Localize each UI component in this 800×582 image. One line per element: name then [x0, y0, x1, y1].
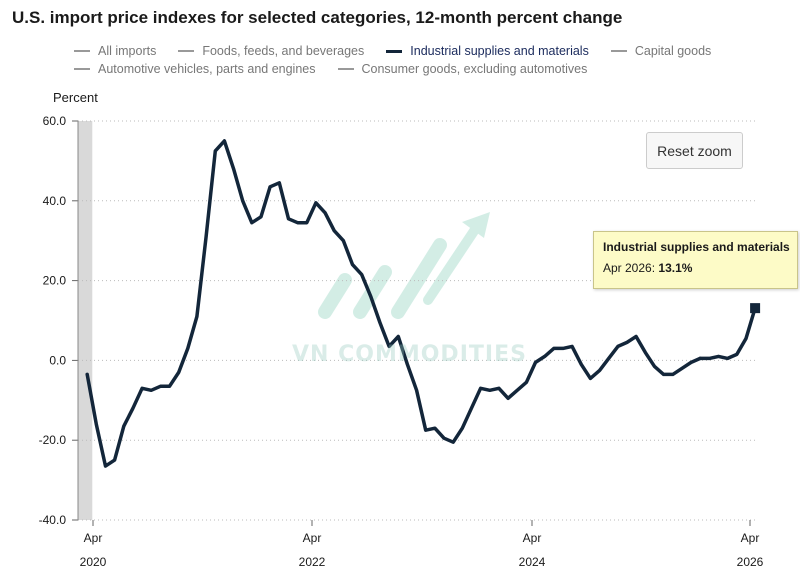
legend-swatch: [386, 49, 403, 53]
legend-label: Capital goods: [634, 44, 712, 58]
x-tick-month: Apr: [84, 531, 103, 545]
y-tick-label: -40.0: [39, 513, 67, 527]
legend-label: Automotive vehicles, parts and engines: [98, 62, 316, 76]
tooltip-value: 13.1%: [658, 261, 693, 275]
legend-item-all-imports[interactable]: All imports: [74, 44, 156, 58]
x-tick-month: Apr: [303, 531, 322, 545]
x-tick-year: 2024: [519, 555, 546, 569]
watermark-logo: [318, 212, 490, 319]
tooltip-label: Apr 2026:: [603, 261, 656, 275]
legend-label: Industrial supplies and materials: [410, 44, 589, 58]
legend-swatch: [178, 50, 195, 52]
recession-shading: [78, 121, 93, 520]
series-line-segment: [85, 139, 702, 468]
watermark-text: VN COMMODITIES: [292, 342, 527, 367]
legend: All imports Foods, feeds, and beverages …: [74, 42, 754, 78]
legend-item-automotive[interactable]: Automotive vehicles, parts and engines: [74, 62, 316, 76]
axes: 60.0 40.0 20.0 0.0 -20.0 -40.0 Apr 2020 Apr 2022 A…: [39, 114, 764, 569]
y-tick-label: 40.0: [43, 194, 67, 208]
x-tick-month: Apr: [523, 531, 542, 545]
legend-swatch: [337, 68, 354, 70]
reset-zoom-button[interactable]: Reset zoom: [646, 132, 743, 169]
data-tooltip: Industrial supplies and materials Apr 20…: [593, 231, 798, 289]
tooltip-title: Industrial supplies and materials: [603, 240, 790, 254]
y-tick-label: -20.0: [39, 433, 67, 447]
legend-item-foods[interactable]: Foods, feeds, and beverages: [178, 44, 364, 58]
legend-swatch: [74, 68, 90, 70]
y-tick-label: 0.0: [49, 353, 66, 367]
series-line-segment: [698, 306, 757, 361]
legend-item-capital-goods[interactable]: Capital goods: [610, 44, 712, 58]
legend-item-industrial-supplies[interactable]: Industrial supplies and materials: [386, 44, 589, 58]
grid: [78, 120, 757, 521]
x-tick-month: Apr: [741, 531, 760, 545]
legend-swatch: [610, 50, 627, 52]
x-tick-year: 2020: [80, 555, 107, 569]
y-tick-label: 20.0: [43, 274, 67, 288]
highlighted-point[interactable]: [750, 303, 761, 314]
legend-row-1: All imports Foods, feeds, and beverages …: [74, 42, 754, 60]
x-tick-year: 2026: [737, 555, 764, 569]
legend-row-2: Automotive vehicles, parts and engines C…: [74, 60, 754, 78]
x-tick-year: 2022: [299, 555, 326, 569]
tooltip-line: Apr 2026: 13.1%: [603, 261, 788, 275]
y-axis-label: Percent: [53, 90, 98, 105]
legend-item-consumer-goods[interactable]: Consumer goods, excluding automotives: [337, 62, 588, 76]
chart-title: U.S. import price indexes for selected c…: [12, 8, 623, 27]
series: [85, 139, 761, 468]
chart-background: [78, 121, 490, 520]
legend-label: All imports: [98, 44, 157, 58]
legend-swatch: [74, 50, 90, 52]
legend-label: Consumer goods, excluding automotives: [361, 62, 588, 76]
legend-label: Foods, feeds, and beverages: [202, 44, 365, 58]
y-tick-label: 60.0: [43, 114, 67, 128]
